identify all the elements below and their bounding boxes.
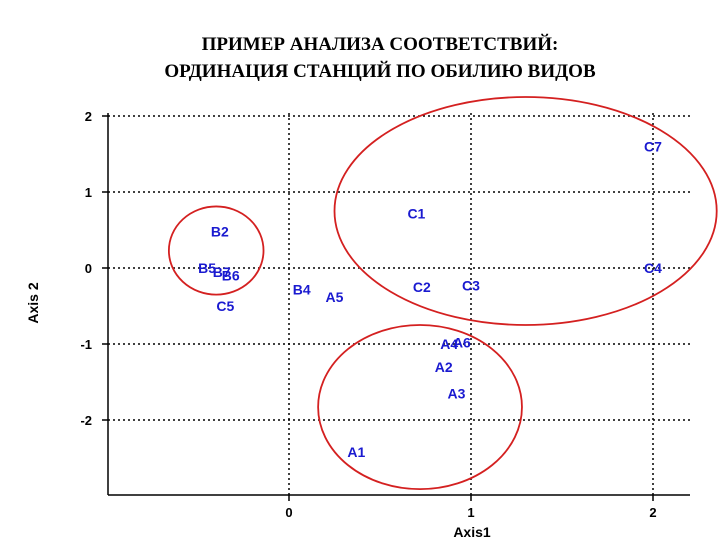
- point-c7: C7: [644, 138, 662, 154]
- x-tick-label: 2: [649, 505, 656, 520]
- x-tick-label: 0: [285, 505, 292, 520]
- y-tick-label: -2: [80, 413, 92, 428]
- point-a6: A6: [453, 334, 471, 350]
- y-tick-label: 2: [85, 109, 92, 124]
- point-b2: B2: [211, 224, 229, 240]
- point-c3: C3: [462, 277, 480, 293]
- ellipse-group-a: [317, 324, 523, 491]
- point-c5: C5: [216, 298, 234, 314]
- point-a3: A3: [447, 385, 465, 401]
- ellipse-group-b: [167, 205, 265, 296]
- grid: [108, 113, 690, 495]
- y-tick-label: 1: [85, 185, 92, 200]
- point-a1: A1: [347, 444, 365, 460]
- point-b5: B5: [198, 260, 216, 276]
- point-b7: B7: [213, 264, 231, 280]
- point-a5: A5: [326, 289, 344, 305]
- point-a4: A4: [440, 336, 458, 352]
- point-b6: B6: [222, 268, 240, 284]
- point-b4: B4: [293, 281, 311, 297]
- ellipse-group-c: [333, 96, 718, 326]
- group-ellipses: [167, 96, 718, 491]
- point-a2: A2: [435, 359, 453, 375]
- point-c1: C1: [407, 205, 425, 221]
- axes: 2 1 0 -1 -2 0 1 2: [80, 109, 690, 520]
- point-c4: C4: [644, 260, 662, 276]
- point-c2: C2: [413, 279, 431, 295]
- x-axis-label: Axis1: [453, 524, 491, 540]
- chart-title-line-1: ПРИМЕР АНАЛИЗА СООТВЕТСТВИЙ:: [201, 34, 559, 55]
- y-tick-label: 0: [85, 261, 92, 276]
- x-tick-label: 1: [467, 505, 474, 520]
- y-axis-label: Axis 2: [25, 282, 41, 323]
- chart-title-line-2: ОРДИНАЦИЯ СТАНЦИЙ ПО ОБИЛИЮ ВИДОВ: [164, 61, 596, 82]
- y-tick-label: -1: [80, 337, 92, 352]
